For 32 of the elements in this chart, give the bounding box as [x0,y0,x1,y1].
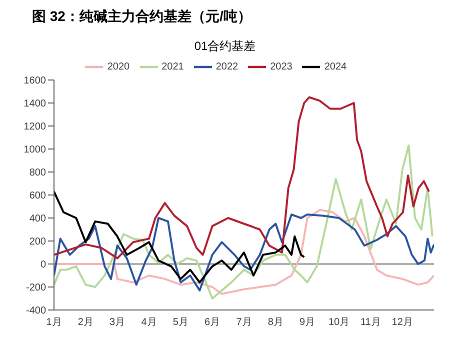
y-tick-label: -400 [26,306,46,317]
legend-label: 2024 [324,62,347,73]
x-tick-label: 3月 [110,317,126,328]
legend-label: 2020 [107,62,130,73]
y-tick-label: 1400 [24,98,46,110]
y-tick-label: -200 [26,282,46,294]
x-tick-label: 7月 [236,317,252,328]
legend-label: 2021 [162,62,184,73]
y-tick-label: 200 [29,236,46,248]
x-tick-label: 9月 [300,317,316,328]
chart-subtitle: 01合约基差 [193,38,257,54]
y-tick-label: 400 [29,214,46,225]
y-tick-label: 0 [40,260,46,271]
legend-label: 2023 [270,62,292,73]
x-tick-label: 10月 [328,317,350,328]
x-tick-label: 8月 [268,317,284,328]
y-tick-label: 600 [29,190,46,202]
y-tick-label: 1000 [24,144,46,156]
x-tick-label: 11月 [360,317,381,328]
x-tick-label: 1月 [46,317,62,328]
line-series [54,190,306,284]
line-series [54,96,430,260]
legend-label: 2022 [216,62,238,73]
y-tick-label: 800 [29,168,46,179]
x-tick-label: 4月 [141,317,157,328]
chart-title: 图 32：纯碱主力合约基差（元/吨） [31,8,252,26]
x-tick-label: 2月 [78,317,94,328]
x-tick-label: 12月 [392,317,413,328]
x-tick-label: 5月 [172,317,188,328]
x-tick-label: 6月 [204,317,220,328]
y-tick-label: 1200 [24,122,46,133]
y-tick-label: 1600 [24,76,46,87]
